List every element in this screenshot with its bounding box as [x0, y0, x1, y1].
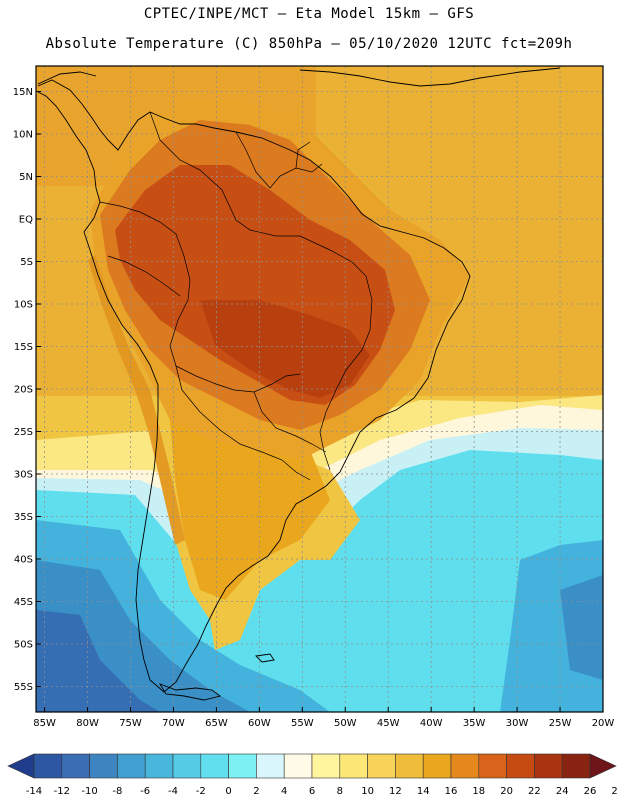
lat-label: 35S: [14, 512, 33, 523]
lat-label: 40S: [14, 555, 33, 566]
colorbar-swatch: [61, 753, 90, 779]
colorbar-arrow-low: [7, 753, 35, 779]
lon-label: 80W: [76, 718, 99, 729]
colorbar-label: -10: [81, 786, 97, 797]
lat-label: 15S: [14, 342, 33, 353]
colorbar: -14 -12 -10 -8 -6 -4 -2 0 2 4 6 8 10 12 14 16 18 20 22 24 26…: [7, 753, 618, 797]
lat-label: 20S: [14, 385, 33, 396]
colorbar-swatch: [339, 753, 368, 779]
lat-label: 55S: [14, 682, 33, 693]
colorbar-label: 0: [225, 786, 231, 797]
land-hottest: [200, 300, 370, 398]
tierra-del-fuego: [158, 683, 222, 701]
lon-label: 65W: [205, 718, 228, 729]
colorbar-label: 26: [584, 786, 597, 797]
caribbean-coast: [37, 67, 561, 87]
map-title: CPTEC/INPE/MCT – Eta Model 15km – GFS: [143, 6, 475, 22]
colorbar-label: -14: [26, 786, 42, 797]
boundaries: [37, 67, 561, 701]
south-america-coastline: [37, 79, 471, 693]
colorbar-swatch: [561, 753, 591, 779]
colorbar-label: 14: [417, 786, 430, 797]
lon-label: 35W: [463, 718, 486, 729]
colorbar-label: 4: [281, 786, 287, 797]
colorbar-label: -4: [168, 786, 178, 797]
colorbar-label: 2: [253, 786, 259, 797]
colorbar-label: 22: [528, 786, 541, 797]
colorbar-label: 10: [361, 786, 374, 797]
lon-label: 50W: [334, 718, 357, 729]
lat-label: 50S: [14, 640, 33, 651]
colorbar-swatch: [283, 753, 313, 779]
lon-label: 30W: [506, 718, 529, 729]
colorbar-label: 8: [337, 786, 343, 797]
colorbar-label: -6: [140, 786, 150, 797]
lat-label: 15N: [13, 87, 33, 98]
map-subtitle: Absolute Temperature (C) 850hPa – 05/10/…: [45, 36, 573, 52]
warm-plume-core: [170, 420, 330, 600]
colorbar-swatch: [228, 753, 257, 779]
lon-label: 60W: [248, 718, 271, 729]
colorbar-swatch: [506, 753, 535, 779]
lat-label: 10N: [13, 130, 33, 141]
lat-label: 25S: [14, 427, 33, 438]
lon-label: 25W: [549, 718, 572, 729]
lat-label: 45S: [14, 597, 33, 608]
longitude-labels: 85W 80W 75W 70W 65W 60W 55W 50W 45W 40W 35W 30W 25W 2…: [33, 707, 614, 729]
colorbar-label: 28: [611, 786, 618, 797]
lat-label: 5N: [19, 172, 33, 183]
lat-label: 5S: [20, 257, 33, 268]
colorbar-label: 20: [500, 786, 513, 797]
colorbar-swatch: [33, 753, 63, 779]
lat-label: 10S: [14, 300, 33, 311]
colorbar-swatch: [144, 753, 174, 779]
latitude-labels: 15N 10N 5N EQ 5S 10S 15S 20S 25S 30S 35S 40S 45S 50S 5…: [13, 87, 41, 693]
colorbar-swatch: [534, 753, 563, 779]
lon-label: 75W: [119, 718, 142, 729]
colorbar-swatch: [89, 753, 118, 779]
colorbar-label: 24: [556, 786, 569, 797]
colorbar-arrow-high: [589, 753, 617, 779]
lon-label: 40W: [420, 718, 443, 729]
lon-label: 55W: [291, 718, 314, 729]
colorbar-swatch: [200, 753, 229, 779]
colorbar-label: -2: [196, 786, 206, 797]
lon-label: 70W: [162, 718, 185, 729]
andes-strip: [88, 255, 185, 545]
lon-label: 20W: [592, 718, 615, 729]
colorbar-swatch: [311, 753, 341, 779]
colorbar-swatch: [172, 753, 202, 779]
lon-label: 45W: [377, 718, 400, 729]
colorbar-swatch: [117, 753, 146, 779]
colorbar-label: 12: [389, 786, 402, 797]
falklands: [255, 653, 275, 663]
colorbar-label: 6: [309, 786, 315, 797]
colorbar-swatch: [478, 753, 507, 779]
colorbar-label: 16: [445, 786, 458, 797]
colorbar-swatch: [367, 753, 396, 779]
colorbar-label: -8: [112, 786, 122, 797]
colorbar-swatch: [395, 753, 424, 779]
lat-label: 30S: [14, 470, 33, 481]
colorbar-swatch: [422, 753, 452, 779]
lat-label: EQ: [19, 215, 33, 226]
colorbar-swatch: [450, 753, 480, 779]
lon-label: 85W: [33, 718, 56, 729]
colorbar-swatch: [256, 753, 285, 779]
colorbar-label: -12: [54, 786, 70, 797]
national-borders: [99, 111, 373, 481]
colorbar-label: 18: [472, 786, 485, 797]
